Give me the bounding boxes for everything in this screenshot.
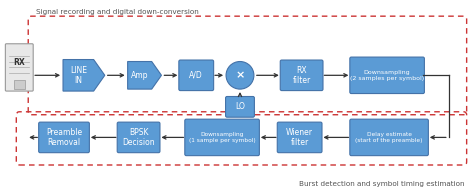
FancyBboxPatch shape <box>350 57 424 94</box>
Text: ×: × <box>235 70 245 80</box>
FancyBboxPatch shape <box>185 119 259 156</box>
Text: LINE
IN: LINE IN <box>70 66 87 85</box>
Text: Signal recording and digital down-conversion: Signal recording and digital down-conver… <box>36 9 199 15</box>
Text: Wiener
filter: Wiener filter <box>286 128 313 147</box>
FancyBboxPatch shape <box>117 122 160 153</box>
FancyBboxPatch shape <box>39 122 90 153</box>
Circle shape <box>226 62 254 89</box>
FancyBboxPatch shape <box>5 44 33 91</box>
Polygon shape <box>63 59 105 91</box>
Text: Preamble
Removal: Preamble Removal <box>46 128 82 147</box>
Text: A/D: A/D <box>190 71 203 80</box>
Text: Downsampling
(2 samples per symbol): Downsampling (2 samples per symbol) <box>350 70 424 81</box>
Text: RX
filter: RX filter <box>292 66 311 85</box>
Text: RX: RX <box>13 58 25 67</box>
Text: Burst detection and symbol timing estimation: Burst detection and symbol timing estima… <box>299 181 465 187</box>
FancyBboxPatch shape <box>179 60 214 91</box>
Text: Downsampling
(1 sample per symbol): Downsampling (1 sample per symbol) <box>189 132 255 143</box>
FancyBboxPatch shape <box>226 96 255 117</box>
FancyBboxPatch shape <box>280 60 323 91</box>
Text: Delay estimate
(start of the preamble): Delay estimate (start of the preamble) <box>356 132 423 143</box>
FancyBboxPatch shape <box>277 122 322 153</box>
Text: Amp: Amp <box>131 71 148 80</box>
Text: LO: LO <box>235 102 245 111</box>
Text: BPSK
Decision: BPSK Decision <box>122 128 155 147</box>
FancyBboxPatch shape <box>14 80 25 89</box>
Polygon shape <box>128 62 162 89</box>
FancyBboxPatch shape <box>350 119 428 156</box>
